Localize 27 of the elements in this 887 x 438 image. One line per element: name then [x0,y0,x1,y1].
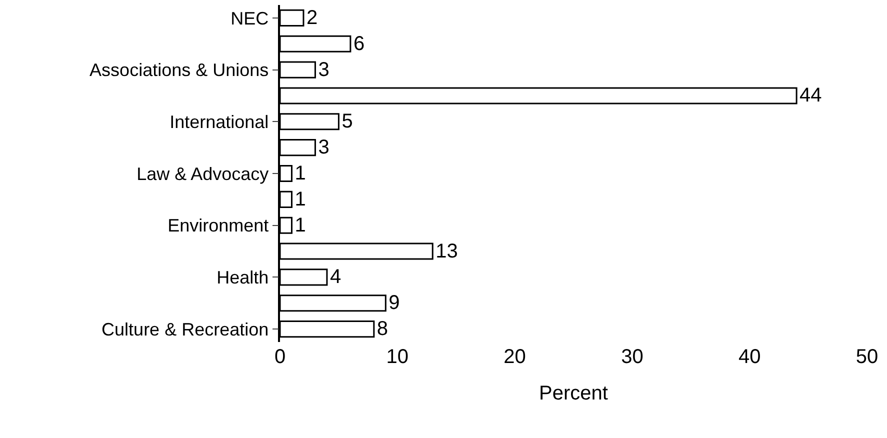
x-axis-title: Percent [539,382,608,404]
data-label: 4 [330,266,342,288]
x-tick-label: 20 [504,346,526,368]
data-label: 2 [306,6,318,29]
data-label: 44 [800,84,822,107]
data-label: 3 [318,136,330,159]
x-tick-label: 50 [856,346,878,368]
x-tick-label: 10 [386,346,409,368]
x-tick-label: 30 [621,346,644,368]
y-tick-label: Health [216,267,269,288]
data-label: 6 [353,32,365,55]
data-label: 9 [388,292,400,314]
data-label: 1 [294,188,306,210]
data-label: 1 [294,214,306,236]
data-label: 13 [436,240,458,262]
data-label: 3 [318,58,330,81]
y-tick-label: Environment [168,216,269,236]
data-label: 1 [294,162,306,184]
data-label: 5 [342,110,353,133]
x-tick-label: 0 [274,346,286,368]
x-tick-label: 40 [738,346,761,368]
y-tick-label: NEC [230,8,269,28]
y-tick-label: Culture & Recreation [102,319,269,340]
data-label: 8 [376,318,388,340]
y-tick-label: Associations & Unions [90,60,269,80]
y-tick-label: International [170,112,269,132]
y-tick-label: Law & Advocacy [136,164,269,184]
